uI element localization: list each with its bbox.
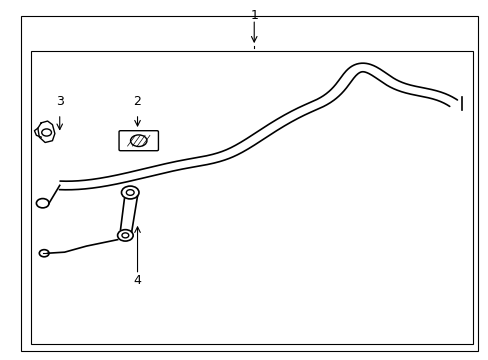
- Text: 4: 4: [133, 274, 141, 287]
- Text: 2: 2: [133, 95, 141, 108]
- Ellipse shape: [130, 135, 147, 147]
- Text: 3: 3: [56, 95, 63, 108]
- Polygon shape: [38, 121, 55, 143]
- Text: 1: 1: [250, 9, 258, 22]
- FancyBboxPatch shape: [119, 131, 158, 151]
